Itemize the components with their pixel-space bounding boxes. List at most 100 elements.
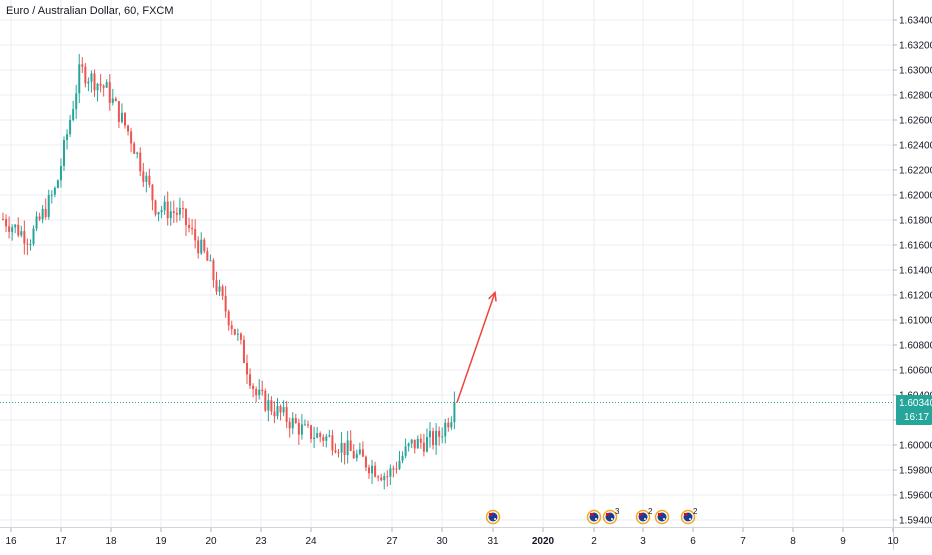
candle-body	[20, 231, 23, 236]
candle-body	[230, 325, 233, 330]
candle-body	[349, 440, 352, 451]
event-count: 2	[693, 507, 698, 516]
candle-body	[364, 456, 367, 468]
last-price-tag: 1.60340 16:17	[896, 395, 932, 425]
candle-body	[450, 422, 453, 428]
candle-body	[313, 437, 316, 439]
candle-body	[105, 82, 108, 88]
price-tick-label: 1.59600	[899, 491, 932, 502]
price-tick-label: 1.61200	[899, 291, 932, 302]
event-count: 3	[615, 507, 620, 516]
candle-body	[246, 362, 248, 375]
au-flag-icon[interactable]: 2	[680, 507, 699, 525]
candle-body	[194, 229, 197, 241]
moon-flag-icon[interactable]: 3	[602, 507, 621, 525]
candle-body	[276, 405, 279, 417]
candle-body	[294, 418, 297, 423]
candle-body	[285, 407, 288, 422]
arrow-shaft[interactable]	[456, 292, 496, 403]
price-tick-label: 1.61600	[899, 241, 932, 252]
candle-body	[233, 329, 236, 335]
candle-body	[145, 175, 148, 182]
candle-body	[203, 239, 206, 252]
candle-body	[53, 187, 56, 195]
time-axis[interactable]: 16 17 18 19 20 23 24 27 30 31 2020 2 3 6 7 8 9 10	[5, 528, 899, 547]
candle-body	[352, 450, 355, 459]
au-flag-icon[interactable]: 2	[635, 507, 654, 525]
candle-body	[90, 73, 93, 82]
time-tick-label: 2020	[532, 536, 555, 547]
candle-body	[392, 468, 395, 470]
candle-body	[188, 225, 191, 228]
candle-body	[172, 211, 175, 213]
candle-body	[23, 231, 26, 244]
candle-body	[444, 422, 447, 437]
candle-body	[148, 175, 151, 185]
time-tick-label: 6	[690, 536, 696, 547]
candle-body	[102, 85, 105, 88]
candle-body	[422, 442, 425, 452]
projection-arrow[interactable]	[456, 290, 497, 403]
candle-body	[279, 405, 282, 413]
price-tick-label: 1.61400	[899, 266, 932, 277]
candle-body	[221, 286, 224, 297]
time-tick-label: 27	[386, 536, 398, 547]
candle-body	[84, 66, 87, 84]
time-tick-label: 30	[436, 536, 448, 547]
candle-body	[398, 460, 401, 469]
candle-body	[32, 228, 35, 245]
candle-body	[117, 101, 120, 122]
candle-body	[401, 456, 404, 461]
candle-body	[346, 440, 349, 456]
price-axis[interactable]: 1.63400 1.63200 1.63000 1.62800 1.62600 1.624…	[893, 16, 932, 527]
candle-body	[447, 422, 450, 428]
candle-body	[133, 143, 136, 154]
candle-body	[435, 430, 438, 446]
price-tick-label: 1.60600	[899, 366, 932, 377]
candle-body	[236, 333, 239, 335]
au-flag-icon[interactable]	[586, 509, 602, 525]
candle-body	[63, 140, 65, 167]
candle-body	[87, 81, 90, 84]
price-tick-label: 1.62800	[899, 91, 932, 102]
price-tick-label: 1.63400	[899, 16, 932, 27]
candle-body	[154, 200, 157, 215]
candle-body	[374, 465, 377, 477]
au-flag-icon[interactable]	[485, 509, 501, 525]
price-tick-label: 1.63200	[899, 41, 932, 52]
candle-body	[215, 280, 218, 292]
time-tick-label: 18	[105, 536, 117, 547]
price-tick-label: 1.62000	[899, 191, 932, 202]
candle-body	[178, 207, 181, 215]
events-row: 3 2 2	[485, 507, 699, 525]
candle-body	[383, 476, 386, 481]
candle-body	[319, 433, 322, 437]
candle-body	[310, 425, 313, 439]
candle-body	[328, 435, 331, 437]
time-tick-label: 9	[840, 536, 846, 547]
candle-body	[72, 109, 75, 120]
time-tick-label: 17	[55, 536, 67, 547]
candle-body	[139, 152, 142, 172]
candle-body	[438, 430, 441, 437]
candle-body	[368, 467, 370, 474]
candle-body	[26, 243, 29, 245]
candle-body	[44, 208, 47, 217]
arrow-head	[488, 290, 497, 302]
globe-flag-icon[interactable]	[654, 509, 670, 525]
candle-body	[8, 226, 11, 232]
candle-body	[386, 476, 389, 478]
time-tick-label: 24	[305, 536, 317, 547]
candle-body	[114, 98, 117, 102]
candle-body	[267, 400, 270, 411]
candle-body	[380, 477, 383, 481]
candle-body	[108, 82, 111, 103]
candle-body	[407, 443, 410, 447]
candle-body	[331, 435, 334, 451]
candle-body	[175, 212, 178, 215]
candle-body	[258, 389, 261, 396]
candle-body	[316, 433, 319, 438]
price-tick-label: 1.61000	[899, 316, 932, 327]
